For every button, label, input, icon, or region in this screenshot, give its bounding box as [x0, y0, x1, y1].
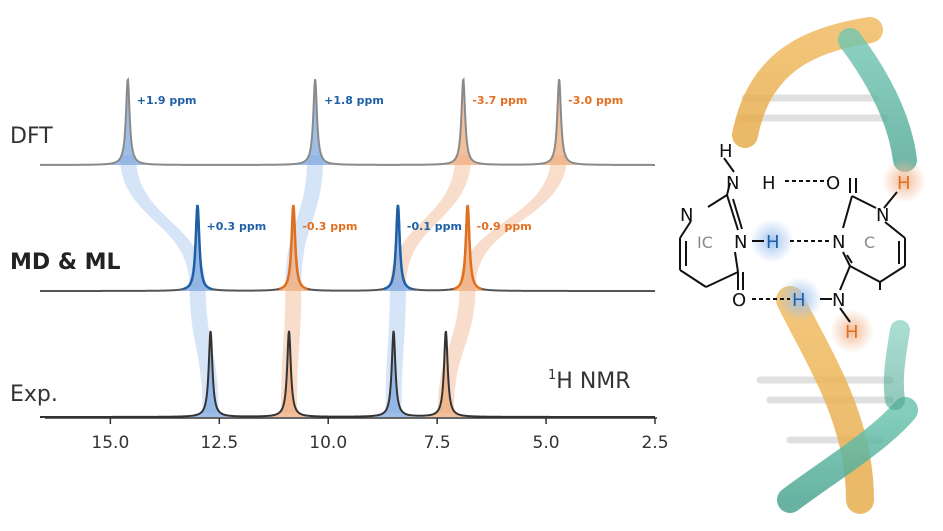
- peak-fill: [541, 79, 578, 165]
- nmr-spectra: DFT +1.9 ppm +1.8 ppm -3.7 ppm -3.0 ppm MD & …: [10, 77, 655, 418]
- spectrum-line: [40, 77, 655, 166]
- peak-fill: [297, 79, 334, 165]
- shift-label: -0.3 ppm: [302, 220, 357, 233]
- svg-text:H: H: [845, 322, 859, 343]
- peak-fill: [109, 79, 146, 165]
- peak-fill: [271, 331, 307, 417]
- dna-helix-decoration: [732, 17, 918, 514]
- svg-text:O: O: [732, 290, 746, 311]
- peak-fill: [427, 331, 464, 417]
- peak-fill: [445, 79, 482, 165]
- svg-text:O: O: [826, 173, 840, 194]
- row-label: DFT: [10, 124, 53, 149]
- svg-text:H: H: [766, 232, 780, 253]
- tick-label: 5.0: [533, 433, 560, 453]
- correlation-band: [459, 155, 568, 287]
- peak-fill: [192, 331, 229, 417]
- svg-text:H: H: [792, 290, 806, 311]
- svg-text:N: N: [832, 290, 845, 311]
- shift-label: -0.9 ppm: [477, 220, 532, 233]
- tick-label: 7.5: [424, 433, 451, 453]
- base-pair-structure: H N H O H N N N H N IC C O H N H: [679, 141, 926, 353]
- peak-line: [183, 204, 212, 291]
- chemical-shift-axis: 15.0 12.5 10.0 7.5 5.0 2.5: [45, 417, 669, 453]
- highlight-glow-blue: [750, 219, 794, 263]
- svg-text:H: H: [762, 173, 776, 194]
- shift-label: -0.1 ppm: [407, 220, 462, 233]
- spectrum-line: [40, 330, 655, 418]
- peak-line: [453, 204, 483, 291]
- peak-line: [383, 204, 413, 291]
- tick-label: 10.0: [309, 433, 347, 453]
- tick-label: 15.0: [91, 433, 129, 453]
- peak-fill: [179, 205, 216, 291]
- row-label: MD & ML: [10, 250, 121, 275]
- shift-label: +1.8 ppm: [324, 94, 384, 107]
- svg-text:C: C: [864, 233, 875, 252]
- shift-label: -3.0 ppm: [568, 94, 623, 107]
- shift-label: -3.7 ppm: [472, 94, 527, 107]
- svg-text:N: N: [734, 232, 747, 253]
- spectrum-line: [40, 204, 655, 292]
- tick-label: 2.5: [641, 433, 668, 453]
- svg-text:N: N: [832, 232, 845, 253]
- svg-text:H: H: [719, 141, 733, 162]
- nmr-label: 1H NMR: [548, 368, 631, 394]
- highlight-glow-orange: [830, 309, 874, 353]
- svg-text:H: H: [897, 173, 911, 194]
- tick-label: 12.5: [200, 433, 238, 453]
- peak-fill: [375, 331, 412, 417]
- highlight-glow-blue: [778, 277, 822, 321]
- svg-text:N: N: [726, 173, 739, 194]
- svg-text:N: N: [876, 205, 889, 226]
- peak-fill: [379, 205, 416, 291]
- peak-line: [278, 204, 308, 291]
- correlation-band: [389, 155, 472, 287]
- shift-label: +1.9 ppm: [137, 94, 197, 107]
- shift-label: +0.3 ppm: [207, 220, 267, 233]
- peak-correlation-bands: [119, 155, 568, 413]
- svg-text:N: N: [680, 205, 693, 226]
- highlight-glow-orange: [882, 159, 926, 203]
- peak-fill: [275, 205, 312, 291]
- correlation-band: [119, 155, 206, 287]
- peak-fill: [449, 205, 486, 291]
- row-label: Exp.: [10, 382, 58, 407]
- svg-text:IC: IC: [697, 233, 713, 252]
